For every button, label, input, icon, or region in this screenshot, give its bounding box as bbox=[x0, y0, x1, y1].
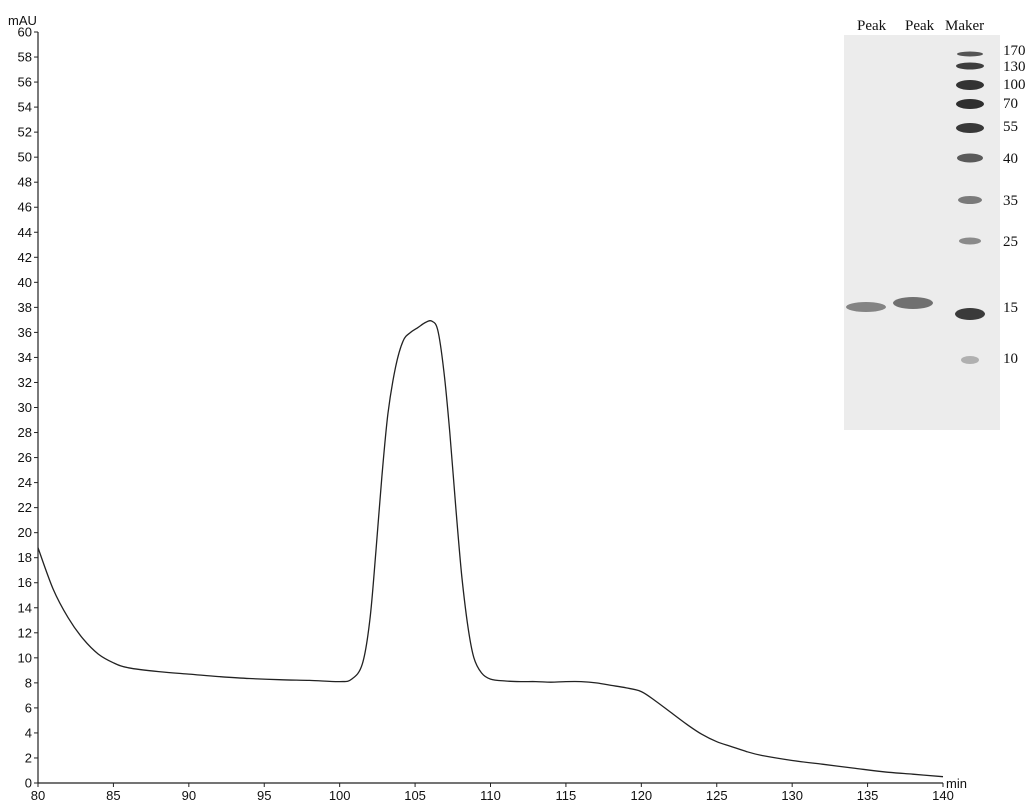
x-axis-unit-label: min bbox=[946, 776, 967, 791]
chromatogram-trace bbox=[37, 319, 944, 778]
y-tick-label: 14 bbox=[18, 600, 32, 615]
y-tick-label: 38 bbox=[18, 300, 32, 315]
sds-page-gel-inset: Peak Peak Maker 170 130 100 70 55 40 35 bbox=[844, 18, 1025, 430]
marker-label-10: 10 bbox=[1003, 351, 1018, 367]
y-tick-label: 56 bbox=[18, 75, 32, 90]
x-tick-label: 130 bbox=[781, 788, 803, 801]
marker-band-35 bbox=[958, 196, 982, 204]
marker-band-70 bbox=[956, 99, 984, 109]
y-tick-label: 18 bbox=[18, 550, 32, 565]
y-tick-label: 2 bbox=[25, 750, 32, 765]
marker-label-35: 35 bbox=[1003, 193, 1018, 209]
marker-label-130: 130 bbox=[1003, 59, 1025, 75]
marker-band-25 bbox=[959, 237, 981, 245]
gel-band-peak-1 bbox=[846, 302, 886, 312]
axes bbox=[37, 32, 943, 784]
y-tick-label: 16 bbox=[18, 575, 32, 590]
y-tick-label: 28 bbox=[18, 425, 32, 440]
marker-band-170 bbox=[957, 51, 983, 57]
gel-lane-label-3: Maker bbox=[945, 18, 984, 34]
x-tick-label: 105 bbox=[404, 788, 426, 801]
marker-band-10 bbox=[961, 356, 979, 364]
y-axis-ticks: 0246810121416182022242628303234363840424… bbox=[18, 25, 38, 791]
gel-marker-labels: 170 130 100 70 55 40 35 25 15 10 bbox=[1003, 43, 1025, 367]
y-tick-label: 32 bbox=[18, 375, 32, 390]
y-tick-label: 8 bbox=[25, 675, 32, 690]
x-tick-label: 125 bbox=[706, 788, 728, 801]
y-axis-unit-label: mAU bbox=[8, 13, 37, 28]
y-tick-label: 36 bbox=[18, 325, 32, 340]
y-tick-label: 54 bbox=[18, 100, 32, 115]
y-tick-label: 0 bbox=[25, 776, 32, 791]
x-tick-label: 140 bbox=[932, 788, 954, 801]
y-tick-label: 44 bbox=[18, 225, 32, 240]
x-tick-label: 100 bbox=[329, 788, 351, 801]
x-tick-label: 95 bbox=[257, 788, 271, 801]
marker-label-15: 15 bbox=[1003, 300, 1018, 316]
y-tick-label: 48 bbox=[18, 175, 32, 190]
y-tick-label: 58 bbox=[18, 50, 32, 65]
y-tick-label: 50 bbox=[18, 150, 32, 165]
gel-bands bbox=[846, 51, 985, 364]
gel-lane-label-2: Peak bbox=[905, 18, 935, 34]
marker-band-40 bbox=[957, 153, 983, 163]
marker-label-170: 170 bbox=[1003, 43, 1025, 59]
marker-label-25: 25 bbox=[1003, 234, 1018, 250]
y-tick-label: 52 bbox=[18, 125, 32, 140]
y-tick-label: 26 bbox=[18, 450, 32, 465]
marker-label-70: 70 bbox=[1003, 96, 1018, 112]
marker-label-100: 100 bbox=[1003, 77, 1025, 93]
y-tick-label: 20 bbox=[18, 525, 32, 540]
x-tick-label: 115 bbox=[556, 788, 577, 801]
marker-band-15 bbox=[955, 308, 985, 320]
gel-band-peak-2 bbox=[893, 297, 933, 309]
x-tick-label: 135 bbox=[857, 788, 879, 801]
y-tick-label: 42 bbox=[18, 250, 32, 265]
y-tick-label: 34 bbox=[18, 350, 32, 365]
y-tick-label: 30 bbox=[18, 400, 32, 415]
marker-label-40: 40 bbox=[1003, 151, 1018, 167]
marker-band-100 bbox=[956, 80, 984, 90]
y-tick-label: 10 bbox=[18, 650, 32, 665]
gel-background bbox=[844, 35, 1000, 430]
gel-lane-labels: Peak Peak Maker bbox=[857, 18, 984, 34]
marker-label-55: 55 bbox=[1003, 119, 1018, 135]
x-tick-label: 85 bbox=[106, 788, 120, 801]
y-tick-label: 6 bbox=[25, 700, 32, 715]
marker-band-130 bbox=[956, 62, 984, 70]
x-tick-label: 80 bbox=[31, 788, 45, 801]
y-tick-label: 12 bbox=[18, 625, 32, 640]
x-tick-label: 120 bbox=[630, 788, 652, 801]
y-tick-label: 46 bbox=[18, 200, 32, 215]
marker-band-55 bbox=[956, 123, 984, 133]
y-tick-label: 24 bbox=[18, 475, 32, 490]
x-tick-label: 90 bbox=[182, 788, 196, 801]
x-axis-ticks: 80 85 90 95 100 105 110 115 120 125 130 135 140 bbox=[31, 783, 954, 801]
gel-lane-label-1: Peak bbox=[857, 18, 887, 34]
y-tick-label: 40 bbox=[18, 275, 32, 290]
y-tick-label: 22 bbox=[18, 500, 32, 515]
y-tick-label: 60 bbox=[18, 25, 32, 40]
x-tick-label: 110 bbox=[480, 788, 501, 801]
y-tick-label: 4 bbox=[25, 725, 32, 740]
